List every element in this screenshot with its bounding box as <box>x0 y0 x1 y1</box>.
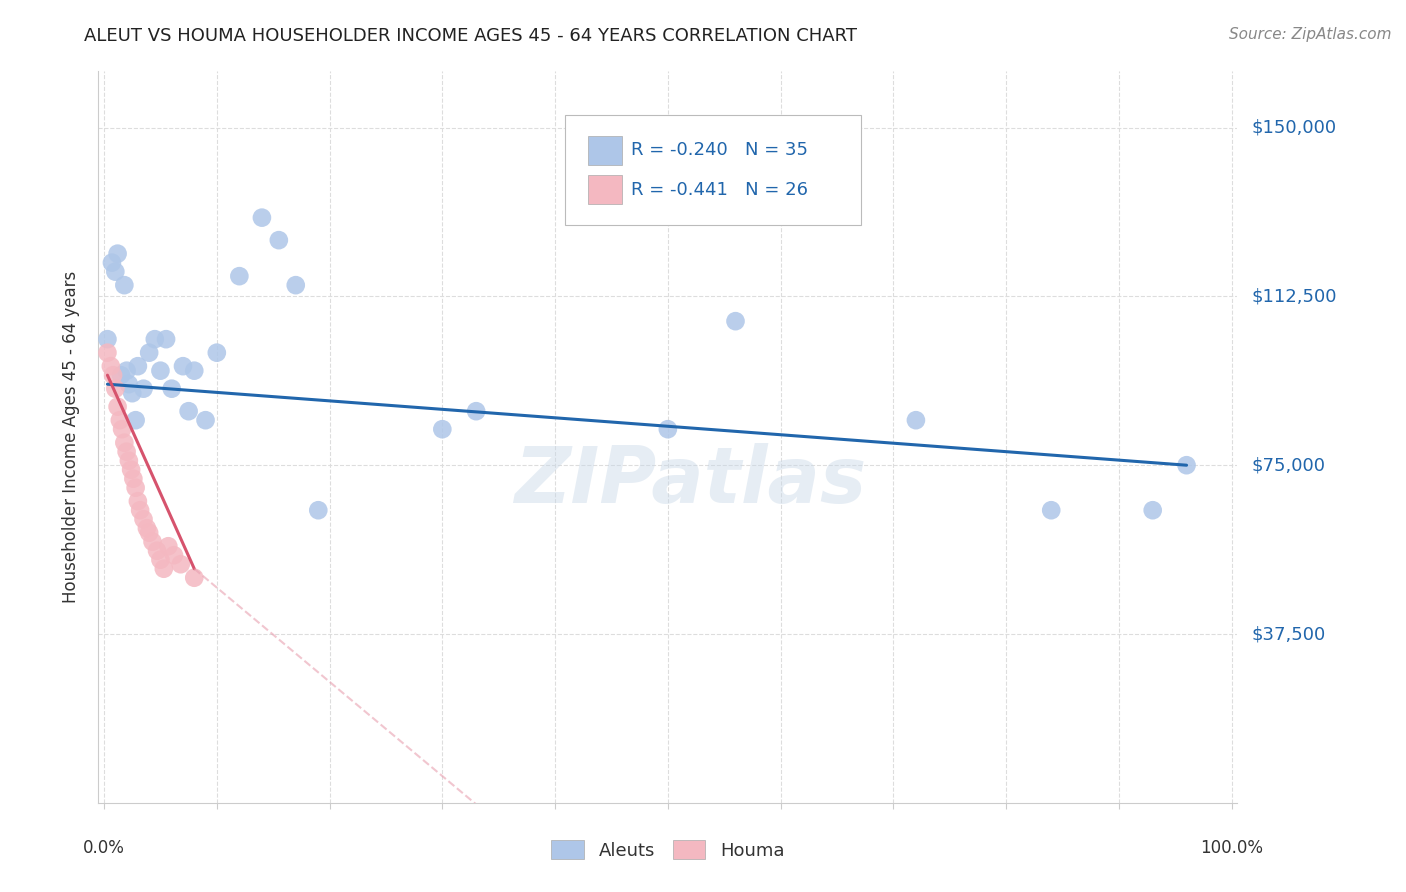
Point <box>118 377 141 392</box>
Point <box>163 548 186 562</box>
Point <box>121 386 143 401</box>
Point <box>1040 503 1063 517</box>
Point <box>120 463 142 477</box>
Text: Source: ZipAtlas.com: Source: ZipAtlas.com <box>1229 27 1392 42</box>
Point <box>129 503 152 517</box>
Point <box>149 553 172 567</box>
Point <box>432 422 454 436</box>
Point <box>135 521 157 535</box>
Point <box>112 435 135 450</box>
Point <box>100 359 122 374</box>
Point <box>160 382 183 396</box>
Point <box>228 269 250 284</box>
Point <box>141 534 163 549</box>
Point <box>1142 503 1164 517</box>
Point <box>143 332 166 346</box>
Point <box>205 345 228 359</box>
Point <box>155 332 177 346</box>
Point <box>127 359 149 374</box>
Text: $75,000: $75,000 <box>1251 456 1326 475</box>
Point <box>250 211 273 225</box>
Point <box>115 364 138 378</box>
Point <box>124 481 146 495</box>
Point <box>138 345 160 359</box>
Point <box>115 444 138 458</box>
Point <box>177 404 200 418</box>
Point <box>267 233 290 247</box>
Point <box>465 404 488 418</box>
Text: $37,500: $37,500 <box>1251 625 1326 643</box>
Point <box>170 558 193 572</box>
Point <box>124 413 146 427</box>
Point <box>284 278 307 293</box>
Point <box>101 368 124 383</box>
Point <box>108 413 131 427</box>
Point <box>127 494 149 508</box>
Point <box>118 453 141 467</box>
Point <box>146 543 169 558</box>
Text: R = -0.240   N = 35: R = -0.240 N = 35 <box>631 141 808 159</box>
Point <box>96 332 118 346</box>
FancyBboxPatch shape <box>588 175 623 204</box>
Text: $112,500: $112,500 <box>1251 287 1337 305</box>
Y-axis label: Householder Income Ages 45 - 64 years: Householder Income Ages 45 - 64 years <box>62 271 80 603</box>
Point <box>157 539 180 553</box>
Point <box>904 413 927 427</box>
Point <box>183 364 205 378</box>
Point <box>122 472 145 486</box>
Point <box>138 525 160 540</box>
Point <box>194 413 217 427</box>
Point <box>132 512 155 526</box>
Text: ALEUT VS HOUMA HOUSEHOLDER INCOME AGES 45 - 64 YEARS CORRELATION CHART: ALEUT VS HOUMA HOUSEHOLDER INCOME AGES 4… <box>84 27 858 45</box>
Text: $150,000: $150,000 <box>1251 119 1336 136</box>
Point <box>657 422 679 436</box>
Point <box>307 503 329 517</box>
Text: R = -0.441   N = 26: R = -0.441 N = 26 <box>631 181 808 199</box>
Point <box>172 359 194 374</box>
Point <box>111 422 134 436</box>
Point <box>183 571 205 585</box>
Point <box>1175 458 1198 473</box>
Point <box>149 364 172 378</box>
Text: 100.0%: 100.0% <box>1201 838 1263 857</box>
Point <box>101 255 124 269</box>
Point <box>110 368 132 383</box>
FancyBboxPatch shape <box>565 115 862 225</box>
Point <box>96 345 118 359</box>
Point <box>724 314 747 328</box>
FancyBboxPatch shape <box>588 136 623 165</box>
Point <box>104 382 127 396</box>
Text: 0.0%: 0.0% <box>83 838 125 857</box>
Point <box>153 562 176 576</box>
Text: ZIPatlas: ZIPatlas <box>515 443 866 519</box>
Point <box>107 400 129 414</box>
Point <box>104 265 127 279</box>
Point <box>112 278 135 293</box>
Point <box>132 382 155 396</box>
Point <box>107 246 129 260</box>
Legend: Aleuts, Houma: Aleuts, Houma <box>544 833 792 867</box>
